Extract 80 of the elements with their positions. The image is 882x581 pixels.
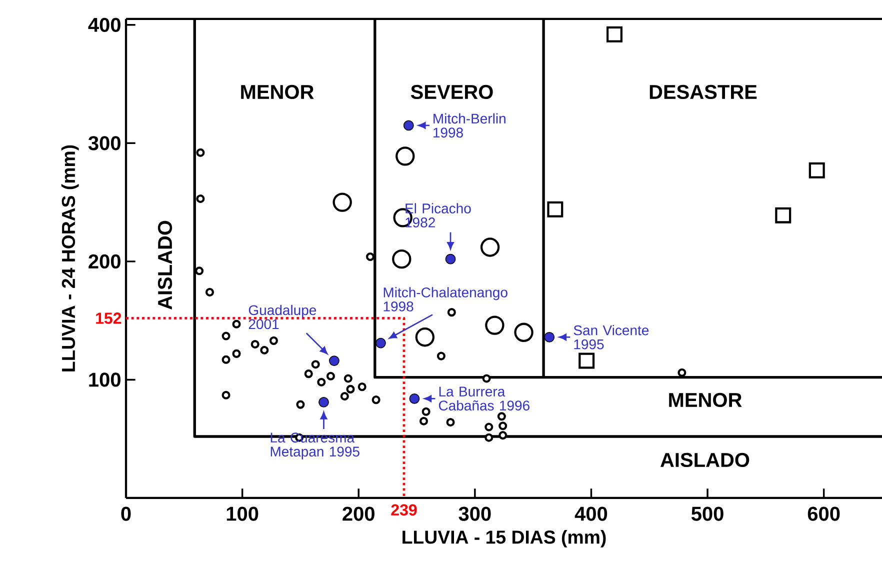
point <box>311 360 320 369</box>
point <box>346 384 355 394</box>
annotation: Mitch-Berlin 1998 <box>434 113 506 138</box>
x-tick-label: 400 <box>574 506 608 521</box>
point <box>296 400 305 409</box>
annotation: San Vicente 1995 <box>574 325 649 350</box>
point <box>366 252 375 261</box>
y-tick-label: 100 <box>89 372 120 387</box>
point <box>578 352 595 369</box>
point <box>232 320 241 328</box>
point <box>446 418 455 427</box>
point <box>480 238 500 257</box>
point <box>808 162 825 178</box>
annotation: MENOR <box>669 392 742 408</box>
point <box>544 332 555 342</box>
point <box>332 192 352 212</box>
point <box>260 346 269 354</box>
point <box>222 332 230 340</box>
x-tick-label: 500 <box>691 506 724 521</box>
point <box>606 26 622 42</box>
y-tick-label: 400 <box>88 18 120 32</box>
annotation: MENOR <box>241 84 314 100</box>
point <box>547 201 564 218</box>
annotation: AISLADO <box>660 452 750 468</box>
x-tick-label: 200 <box>342 506 374 521</box>
point <box>415 328 435 347</box>
point <box>775 207 792 224</box>
point <box>498 431 508 440</box>
point <box>196 194 205 204</box>
point <box>232 349 241 358</box>
point <box>376 338 386 348</box>
x-tick-label: 600 <box>808 506 840 521</box>
point <box>392 249 412 269</box>
point <box>497 412 506 421</box>
point <box>372 396 380 404</box>
point <box>205 288 214 296</box>
point <box>422 407 430 416</box>
point <box>222 390 230 400</box>
point <box>318 396 329 408</box>
point <box>678 368 686 377</box>
annotation: SEVERO <box>410 84 493 100</box>
y-tick-label: 300 <box>88 136 120 150</box>
x-tick-label: 300 <box>458 506 491 521</box>
point <box>484 433 494 442</box>
point <box>340 392 349 401</box>
point <box>269 336 278 345</box>
point <box>344 374 352 383</box>
annotation: AISLADO <box>158 220 172 310</box>
point <box>403 120 414 131</box>
annotation: DESASTRE <box>650 84 757 100</box>
annotation: Mitch-Chalatenango 1998 <box>384 287 508 312</box>
point <box>250 340 260 348</box>
point <box>358 382 366 392</box>
point <box>396 146 415 166</box>
point <box>222 355 230 364</box>
annotation: 239 <box>391 504 417 516</box>
y-axis-title: LLUVIA - 24 HORAS (mm) <box>61 145 79 372</box>
point <box>196 148 205 157</box>
point <box>482 374 491 383</box>
x-tick-label: 0 <box>121 506 131 521</box>
annotation: La Burrera Cabañas 1996 <box>438 386 530 411</box>
annotation: 152 <box>96 312 122 324</box>
x-axis-title: LLUVIA - 15 DIAS (mm) <box>402 530 606 548</box>
point <box>484 422 494 432</box>
point <box>447 308 456 317</box>
point <box>419 416 428 426</box>
x-tick-label: 100 <box>226 506 258 521</box>
point <box>514 322 534 342</box>
point <box>445 254 456 264</box>
y-tick-label: 200 <box>88 254 120 269</box>
point <box>328 356 340 366</box>
point <box>304 370 313 378</box>
point <box>409 393 420 404</box>
point <box>498 422 508 430</box>
point <box>485 316 504 335</box>
point <box>317 378 326 386</box>
point <box>436 352 446 360</box>
annotation: Guadalupe 2001 <box>248 304 316 330</box>
point <box>195 266 204 276</box>
point <box>326 372 335 380</box>
